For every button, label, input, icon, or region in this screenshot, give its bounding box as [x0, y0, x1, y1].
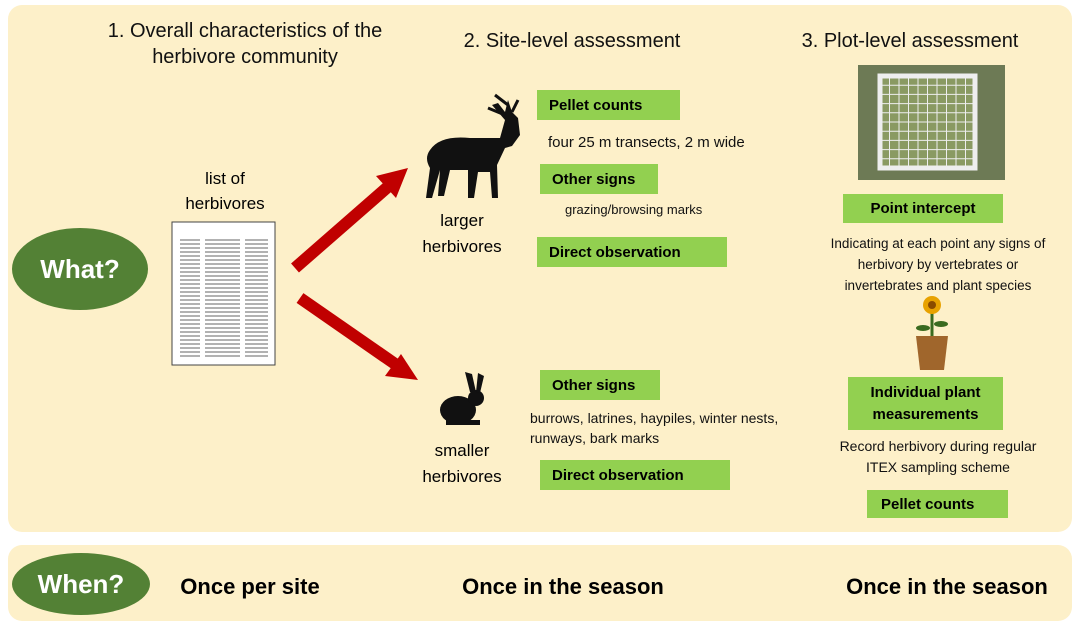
group-label: larger herbivores [422, 211, 502, 256]
method: Other signs [540, 164, 658, 194]
when-text: Once in the season [846, 574, 1048, 599]
when-panel [8, 545, 1072, 621]
method-note: grazing/browsing marks [565, 202, 703, 217]
section-title: 3. Plot-level assessment [801, 30, 1019, 52]
section-title: 1. Overall characteristics of the herbiv… [107, 20, 383, 68]
method-note: Indicating at each point any signs of he… [830, 236, 1046, 293]
method: Pellet counts [867, 490, 1008, 518]
method: Point intercept [843, 194, 1003, 223]
method: Individual plant measurements [848, 377, 1003, 430]
when-label: When? [12, 553, 150, 615]
what-label: What? [12, 228, 148, 310]
method: Direct observation [537, 237, 727, 267]
reindeer [426, 93, 520, 198]
section-title: 2. Site-level assessment [463, 30, 681, 52]
method: Direct observation [540, 460, 730, 490]
arrows [291, 168, 418, 380]
method: Other signs [540, 370, 660, 400]
list-label: list of herbivores [185, 169, 265, 213]
method: Pellet counts [537, 90, 680, 120]
rabbit [440, 372, 484, 425]
method-note: Record herbivory during regular ITEX sam… [839, 438, 1037, 475]
when-text: Once in the season [462, 574, 664, 599]
flower-pot [916, 296, 948, 370]
method-note: burrows, latrines, haypiles, winter nest… [530, 410, 779, 446]
method-note: four 25 m transects, 2 m wide [548, 134, 745, 151]
plot-photo [858, 65, 1005, 180]
group-label: smaller herbivores [422, 441, 502, 486]
when-text: Once per site [180, 574, 320, 599]
herbivore-list [171, 221, 276, 366]
